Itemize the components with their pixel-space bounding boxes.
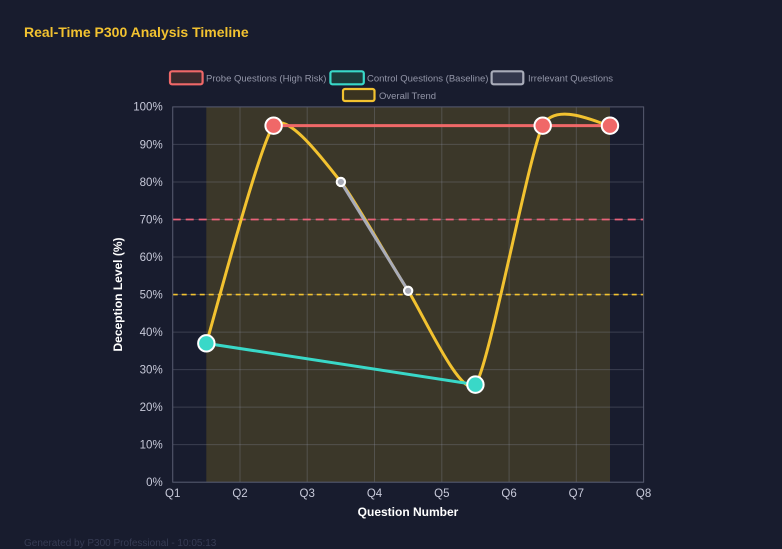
svg-text:Q2: Q2 <box>232 488 247 500</box>
svg-text:40%: 40% <box>140 327 163 339</box>
svg-text:Probe Questions (High Risk): Probe Questions (High Risk) <box>206 73 326 84</box>
svg-text:30%: 30% <box>140 364 163 376</box>
svg-text:Question Number: Question Number <box>358 505 459 519</box>
svg-text:0%: 0% <box>146 477 163 489</box>
svg-text:Q4: Q4 <box>367 488 383 500</box>
svg-text:100%: 100% <box>133 102 162 114</box>
svg-text:Q6: Q6 <box>501 488 516 500</box>
svg-text:Deception Level (%): Deception Level (%) <box>111 237 125 351</box>
svg-text:80%: 80% <box>140 177 163 189</box>
svg-text:50%: 50% <box>140 289 163 301</box>
svg-text:Control Questions (Baseline): Control Questions (Baseline) <box>367 73 488 84</box>
svg-text:Q7: Q7 <box>569 488 584 500</box>
svg-text:20%: 20% <box>140 402 163 414</box>
svg-text:90%: 90% <box>140 139 163 151</box>
svg-text:10%: 10% <box>140 440 163 452</box>
svg-text:Irrelevant Questions: Irrelevant Questions <box>528 73 613 84</box>
svg-text:70%: 70% <box>140 214 163 226</box>
svg-text:Q1: Q1 <box>165 488 180 500</box>
svg-text:Overall Trend: Overall Trend <box>379 91 436 102</box>
svg-text:60%: 60% <box>140 252 163 264</box>
svg-text:Q5: Q5 <box>434 488 449 500</box>
svg-text:Q8: Q8 <box>636 488 651 500</box>
svg-text:Q3: Q3 <box>300 488 315 500</box>
